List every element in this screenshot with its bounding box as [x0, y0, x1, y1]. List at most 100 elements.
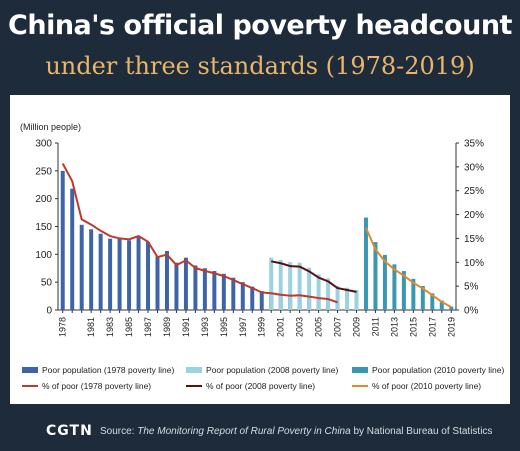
bar [307, 267, 312, 310]
y-left-tick-label: 0 [46, 306, 52, 317]
bar [174, 262, 179, 310]
bar [297, 262, 302, 310]
bar [449, 306, 454, 310]
y-right-tick-label: 10% [464, 258, 484, 269]
bar [259, 291, 264, 310]
x-tick-label: 2011 [370, 317, 380, 336]
y-right-tick-label: 5% [464, 282, 479, 293]
chart-subtitle: under three standards (1978-2019) [45, 52, 475, 80]
x-tick-label: 1983 [105, 317, 115, 337]
y-unit-label: (Million people) [20, 122, 81, 132]
chart-title: China's official poverty headcount [8, 10, 512, 41]
legend-swatch [22, 367, 38, 373]
legend-label: Poor population (2008 poverty line) [206, 365, 338, 375]
series-line [271, 260, 357, 293]
x-tick-label: 2013 [389, 317, 399, 337]
x-tick-label: 1981 [86, 317, 96, 337]
x-tick-label: 1993 [200, 317, 210, 337]
bar [146, 242, 151, 310]
chart-svg: (Million people) 0 50 100 150 200 250 300 0% 5% 1… [20, 122, 504, 391]
legend-label: % of poor (2008 poverty line) [206, 381, 315, 391]
bar [345, 287, 350, 310]
legend-label: % of poor (1978 poverty line) [42, 381, 151, 391]
bar [98, 233, 103, 310]
x-tick-label: 1997 [238, 317, 248, 337]
y-left-tick-label: 100 [35, 250, 52, 261]
bar [221, 273, 226, 310]
bar [79, 224, 84, 310]
bar [373, 242, 378, 310]
bar [278, 259, 283, 310]
bar [136, 237, 141, 310]
x-tick-label: 1999 [257, 317, 267, 337]
legend-label: % of poor (2010 poverty line) [372, 381, 481, 391]
bar [117, 238, 122, 310]
bar [420, 286, 425, 310]
bar [382, 254, 387, 310]
bar [392, 264, 397, 310]
series-line [365, 227, 452, 309]
bar [411, 278, 416, 310]
bar [60, 170, 65, 310]
y-right-tick-label: 35% [464, 139, 484, 150]
x-tick-label: 1991 [181, 317, 191, 337]
legend-swatch [352, 367, 368, 373]
y-left-tick-label: 250 [35, 166, 52, 177]
bar [326, 278, 331, 310]
y-right-tick-label: 25% [464, 186, 484, 197]
x-tick-label: 2007 [333, 317, 343, 337]
bar [202, 268, 207, 310]
source-title: The Monitoring Report of Rural Poverty i… [137, 426, 351, 437]
bar [89, 229, 94, 310]
series-line [61, 163, 338, 304]
legend-label: Poor population (1978 poverty line) [42, 365, 174, 375]
x-tick-label: 2003 [295, 317, 305, 337]
x-tick-label: 2009 [352, 317, 362, 337]
x-tick-label: 1978 [58, 317, 68, 337]
y-left-tick-label: 150 [35, 222, 52, 233]
bar [430, 293, 435, 310]
x-tick-label: 2001 [276, 317, 286, 337]
x-tick-label: 1987 [143, 317, 153, 337]
y-right-tick-label: 0% [464, 306, 479, 317]
cgtn-logo: CGTN [46, 423, 93, 439]
source-note: Source: The Monitoring Report of Rural P… [100, 426, 492, 437]
bar [70, 188, 75, 310]
bar [108, 238, 113, 310]
bar [193, 265, 198, 310]
bar [439, 300, 444, 310]
y-right-tick-label: 30% [464, 162, 484, 173]
bar [183, 257, 188, 310]
y-left-tick-label: 200 [35, 194, 52, 205]
bar [363, 217, 368, 310]
y-right-tick-label: 20% [464, 210, 484, 221]
bar [335, 286, 340, 310]
y-left-tick-label: 300 [35, 139, 52, 150]
bar [401, 271, 406, 310]
x-tick-label: 2019 [446, 317, 456, 337]
bar [155, 256, 160, 310]
footer: CGTN Source: The Monitoring Report of Ru… [0, 418, 520, 448]
x-tick-label: 2015 [408, 317, 418, 337]
x-tick-label: 2005 [314, 317, 324, 337]
y-right-tick-label: 15% [464, 234, 484, 245]
bar [231, 277, 236, 310]
bar [354, 289, 359, 310]
x-tick-label: 1989 [162, 317, 172, 337]
x-tick-label: 1995 [219, 317, 229, 337]
bar [212, 271, 217, 310]
bar [127, 240, 132, 310]
bar [240, 282, 245, 310]
bar [288, 262, 293, 310]
bar [250, 286, 255, 310]
legend-swatch [186, 367, 202, 373]
bar [316, 274, 321, 310]
bar [269, 257, 274, 310]
x-tick-label: 1985 [124, 317, 134, 337]
source-prefix: Source: [100, 426, 138, 437]
source-suffix: by National Bureau of Statistics [350, 426, 493, 437]
bar [164, 250, 169, 310]
legend-label: Poor population (2010 poverty line) [372, 365, 504, 375]
y-left-tick-label: 50 [41, 278, 53, 289]
x-tick-label: 2017 [427, 317, 437, 337]
